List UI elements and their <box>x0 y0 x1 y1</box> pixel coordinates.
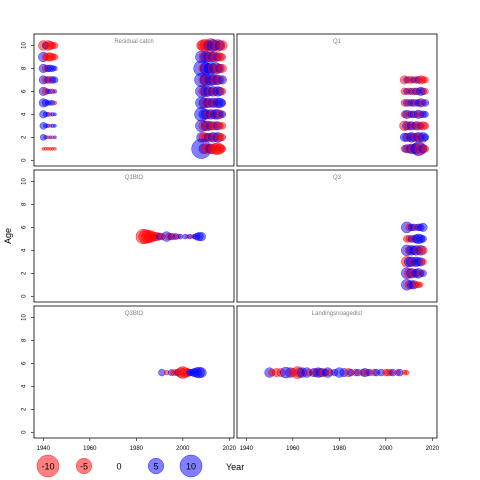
bubble-point <box>52 100 58 105</box>
panel-title: Residual catch <box>114 39 153 45</box>
bubble-point <box>196 232 206 242</box>
bubble-point <box>218 53 227 61</box>
bubble-point <box>53 147 57 151</box>
bubble-point <box>218 145 227 153</box>
bubble-point <box>421 145 430 153</box>
panel-title: Q1 <box>333 39 342 45</box>
y-tick-label: 2 <box>22 135 28 139</box>
y-tick-label: 0 <box>22 158 28 162</box>
y-tick-label: 4 <box>22 384 28 388</box>
y-tick-label: 10 <box>22 41 28 48</box>
legend-bubble <box>147 457 165 475</box>
chart-panels: Residual catch 0 2 4 6 8 10 Q1 Q1BIO 0 2 4 6 8 10 Q3 Q3B… <box>22 33 440 452</box>
x-tick-label: 2020 <box>426 446 440 452</box>
bubble-point <box>51 42 59 49</box>
x-tick-label: 2020 <box>223 446 237 452</box>
bubble-point <box>218 99 227 107</box>
panel-frame <box>33 169 235 303</box>
bubble-point <box>418 282 424 288</box>
bubble-point <box>53 124 57 128</box>
x-tick-label: 2000 <box>176 446 190 452</box>
panel-frame <box>236 305 438 439</box>
bubble-point <box>52 89 58 94</box>
bubble-point <box>419 258 427 266</box>
bubble-point <box>419 269 427 277</box>
panel-title: Q3 <box>333 175 342 181</box>
bubble-point <box>418 245 428 255</box>
bubble-point <box>196 367 207 378</box>
x-tick-label: 2000 <box>379 446 393 452</box>
y-tick-label: 10 <box>22 313 28 320</box>
bubble-point <box>218 122 227 130</box>
x-tick-label: 1940 <box>37 446 51 452</box>
y-tick-label: 6 <box>22 361 28 365</box>
bubble-point <box>418 222 428 232</box>
panel-title: Q3BIO <box>125 311 144 317</box>
bubble-point <box>51 76 59 84</box>
bubble-point <box>53 112 57 117</box>
y-tick-label: 8 <box>22 202 28 206</box>
panel: Q3 <box>236 169 438 303</box>
bubble-point <box>421 133 430 141</box>
x-tick-label: 1960 <box>83 446 97 452</box>
bubble-point <box>53 135 57 140</box>
bubble-point <box>217 63 227 73</box>
panel: Q3BIO 0 2 4 6 8 10 1940 1960 1980 2000 2020 <box>22 305 237 452</box>
panel-title: Q1BIO <box>125 175 144 181</box>
bubble-point <box>422 76 429 84</box>
panel-frame <box>33 33 235 167</box>
y-tick-label: 6 <box>22 89 28 93</box>
bubble-point <box>419 235 427 243</box>
bubble-point <box>422 111 429 118</box>
x-tick-label: 1940 <box>240 446 254 452</box>
bubble-point <box>177 233 184 240</box>
x-axis-title: Year <box>226 462 244 472</box>
x-tick-label: 1980 <box>333 446 347 452</box>
bubble-point <box>218 87 227 96</box>
legend-bubble <box>179 454 203 478</box>
x-tick-label: 1980 <box>130 446 144 452</box>
y-tick-label: 10 <box>22 177 28 184</box>
panel: Q1 <box>236 33 438 167</box>
panel-frame <box>33 305 235 439</box>
bubble-point <box>421 122 430 130</box>
panel-frame <box>236 33 438 167</box>
panel: Q1BIO 0 2 4 6 8 10 <box>22 169 235 303</box>
bubble-point <box>404 369 410 376</box>
y-tick-label: 4 <box>22 248 28 252</box>
bubble-point <box>217 40 228 51</box>
legend-label: -5 <box>80 462 88 472</box>
x-tick-label: 1960 <box>286 446 300 452</box>
y-tick-label: 4 <box>22 112 28 116</box>
y-tick-label: 0 <box>22 294 28 298</box>
panel-frame <box>236 169 438 303</box>
legend-bubble <box>36 454 60 478</box>
bubble-point <box>218 133 227 141</box>
legend-label: 10 <box>186 462 196 472</box>
bubble-point <box>51 53 59 61</box>
bubble-point <box>217 75 227 85</box>
y-tick-label: 8 <box>22 338 28 342</box>
y-tick-label: 2 <box>22 271 28 275</box>
bubble-point <box>218 110 227 119</box>
legend-label: 0 <box>116 462 121 472</box>
panel: Landingsnoagedist 1940 1960 1980 2000 2020 <box>236 305 440 452</box>
legend-label: 5 <box>153 462 158 472</box>
bubble-point <box>421 99 430 107</box>
bubble-point <box>422 88 429 95</box>
y-tick-label: 8 <box>22 66 28 70</box>
panel-title: Landingsnoagedist <box>312 311 363 317</box>
legend-label: -10 <box>41 462 54 472</box>
y-axis-title: Age <box>3 228 13 244</box>
legend-bubble <box>75 457 93 475</box>
panel: Residual catch 0 2 4 6 8 10 <box>22 33 235 167</box>
y-tick-label: 0 <box>22 430 28 434</box>
y-tick-label: 6 <box>22 225 28 229</box>
y-tick-label: 2 <box>22 407 28 411</box>
bubble-point <box>52 65 58 72</box>
chart-legend: -10 -5 0 5 10 <box>36 454 203 478</box>
